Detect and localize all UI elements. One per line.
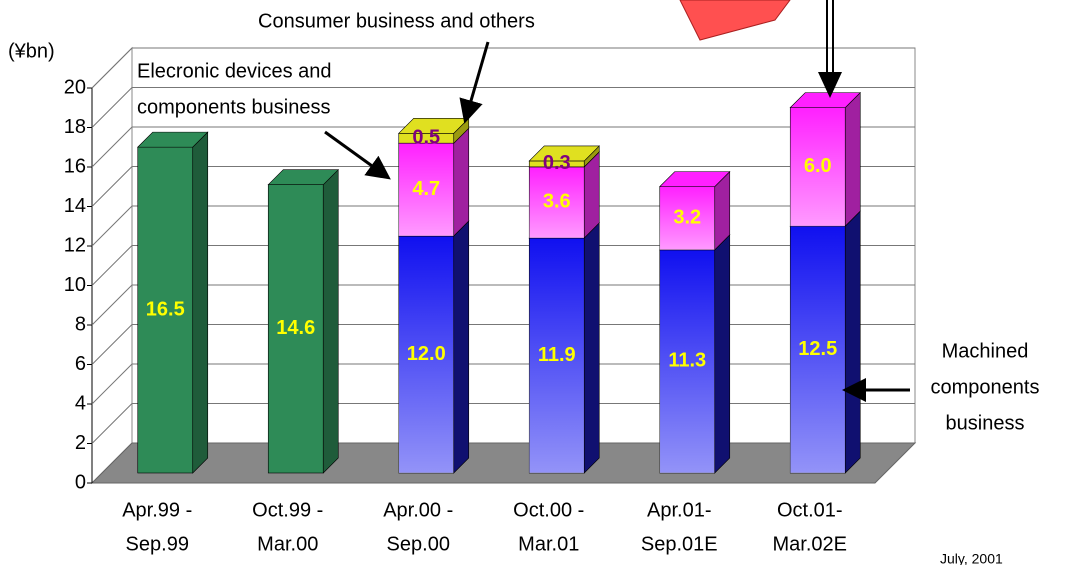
bar-side: [714, 234, 731, 474]
value-label: 12.5: [798, 338, 837, 360]
y-tick-label: 4: [75, 392, 86, 414]
x-tick-label: Mar.00: [257, 533, 318, 555]
bar-top: [659, 171, 731, 187]
value-label: 0.5: [412, 127, 440, 149]
bar-side: [453, 127, 470, 237]
bar-segment: [267, 184, 324, 474]
y-tick-label: 0: [75, 471, 86, 493]
bars: [137, 91, 861, 474]
y-tick-label: 6: [75, 353, 86, 375]
grid-line: [91, 403, 915, 444]
series-name: Elecronic devices and: [137, 60, 332, 82]
value-label: 11.3: [668, 350, 706, 372]
y-tick-label: 20: [64, 76, 86, 98]
grid-line: [91, 126, 915, 168]
bar-side: [844, 210, 861, 474]
value-label: 12.0: [407, 343, 446, 365]
value-label: 14.6: [276, 317, 315, 339]
y-tick-label: 8: [75, 313, 86, 335]
x-tick-label: Apr.99 -: [122, 499, 192, 521]
value-label: 0.3: [543, 152, 571, 174]
y-tick-label: 18: [64, 116, 86, 138]
grid-line: [91, 47, 915, 89]
value-label: 3.6: [543, 191, 571, 213]
bar-top: [137, 131, 209, 148]
bar-shade: [790, 107, 846, 227]
y-tick-label: 2: [75, 432, 86, 454]
arrow-head: [818, 72, 842, 98]
y-tick-label: 16: [64, 155, 86, 177]
arrow: [324, 130, 391, 180]
x-tick-label: Sep.99: [126, 533, 189, 555]
bar-top: [267, 169, 339, 185]
bar-shade: [529, 166, 585, 238]
y-tick-label: 14: [64, 195, 86, 217]
bar-shade: [398, 143, 454, 236]
bar-shade: [398, 236, 454, 473]
grid-line: [91, 205, 915, 247]
x-tick-label: Sep.01E: [641, 533, 718, 555]
grid-line: [91, 324, 915, 365]
x-tick-label: Apr.00 -: [383, 499, 453, 521]
bar-shade: [659, 186, 715, 250]
decor-shape: [679, 0, 791, 41]
value-label: 16.5: [146, 298, 185, 320]
bar-side: [844, 91, 861, 227]
x-tick-label: Mar.01: [518, 533, 579, 555]
value-label: 3.2: [673, 207, 701, 229]
x-tick-label: Sep.00: [387, 533, 450, 555]
bar-segment: [137, 146, 194, 474]
x-tick-label: Apr.01-: [647, 499, 711, 521]
grid-line: [91, 284, 915, 326]
bar-side: [453, 220, 470, 474]
bar-shade: [529, 237, 585, 473]
series-name: components business: [137, 96, 330, 118]
value-label: 4.7: [412, 178, 440, 200]
bar-side: [192, 131, 209, 474]
x-tick-label: Oct.00 -: [513, 499, 584, 521]
bar-top: [789, 92, 861, 108]
footnote: July, 2001: [940, 551, 1003, 565]
value-label: 11.9: [538, 344, 576, 366]
series-name: components: [931, 376, 1040, 398]
x-tick-label: Oct.01-: [777, 499, 843, 521]
y-axis-label: (¥bn): [8, 40, 55, 62]
x-tick-label: Mar.02E: [773, 533, 847, 555]
series-name: business: [946, 412, 1025, 434]
bar-shade: [790, 226, 846, 473]
grid-line: [91, 87, 915, 128]
arrow: [459, 41, 490, 124]
bar-side: [322, 168, 339, 474]
grid-line: [91, 166, 915, 207]
series-name: Consumer business and others: [258, 10, 535, 32]
x-tick-label: Oct.99 -: [252, 499, 323, 521]
bar-side: [583, 222, 600, 474]
y-tick-label: 10: [64, 274, 86, 296]
grid-line: [91, 363, 915, 405]
grid-line: [91, 245, 915, 286]
value-label: 6.0: [804, 155, 832, 177]
series-name: Machined: [942, 340, 1029, 362]
bar-top: [528, 145, 600, 162]
bar-shade: [659, 249, 715, 473]
y-tick-label: 12: [64, 234, 86, 256]
